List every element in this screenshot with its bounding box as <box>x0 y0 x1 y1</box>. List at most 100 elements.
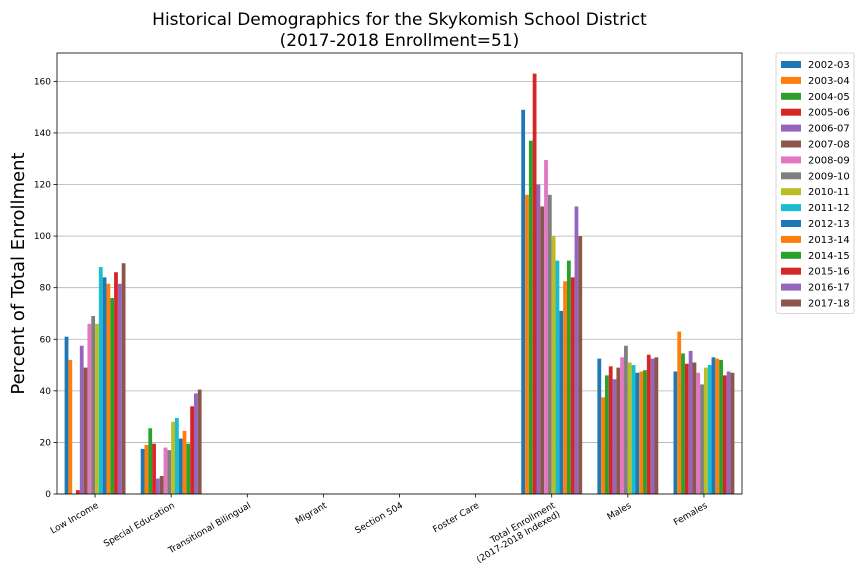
legend-swatch <box>781 220 801 227</box>
bar <box>528 140 533 494</box>
legend-label: 2004-05 <box>808 92 850 103</box>
bar <box>536 184 541 495</box>
bar <box>159 475 164 494</box>
bar <box>605 375 609 494</box>
x-tick-label: Special Education <box>102 501 176 550</box>
y-tick-label: 140 <box>34 129 51 139</box>
bar <box>643 370 647 494</box>
bar <box>684 363 689 494</box>
y-ticks: 0 20 40 60 80 100 120 140 160 <box>34 77 57 500</box>
legend-swatch <box>781 124 801 132</box>
bar <box>178 438 183 494</box>
bar <box>106 283 111 494</box>
legend-label: 2016-17 <box>808 283 850 294</box>
bar <box>83 367 88 494</box>
bar <box>696 372 701 494</box>
bar <box>555 260 560 494</box>
bar <box>578 236 583 494</box>
bar <box>597 358 602 494</box>
x-tick-label-line: Section 504 <box>354 501 406 537</box>
x-tick-label-line: Low Income <box>49 501 101 537</box>
bar <box>719 359 723 494</box>
legend-swatch <box>781 140 801 148</box>
bar <box>639 371 644 494</box>
legend-swatch <box>781 61 801 68</box>
bar <box>624 345 628 494</box>
bar <box>155 478 160 494</box>
bar <box>692 362 697 494</box>
y-tick-label: 100 <box>34 232 51 242</box>
bar <box>182 430 187 494</box>
legend-swatch <box>781 92 801 100</box>
bar <box>521 109 526 494</box>
bar <box>715 358 720 494</box>
bar <box>646 354 651 494</box>
bar <box>144 445 149 494</box>
bar <box>148 428 153 494</box>
x-tick-label: Migrant <box>294 501 329 527</box>
x-tick-label: Females <box>672 501 710 528</box>
bar <box>612 379 617 494</box>
bar <box>152 443 156 494</box>
x-tick-label-line: Migrant <box>294 501 329 527</box>
bar <box>688 350 693 494</box>
legend-swatch <box>781 235 801 243</box>
bar <box>703 367 708 494</box>
bar <box>102 277 107 494</box>
bar <box>574 206 579 494</box>
y-tick-label: 20 <box>40 438 52 448</box>
legend-swatch <box>781 283 801 291</box>
bar <box>87 323 92 494</box>
legend-label: 2002-03 <box>808 60 850 71</box>
legend-swatch <box>781 108 801 116</box>
x-tick-label: Foster Care <box>431 501 481 536</box>
y-tick-label: 120 <box>34 181 51 191</box>
bar <box>631 365 636 494</box>
bar <box>654 357 659 494</box>
x-tick-label-line: Special Education <box>102 501 176 550</box>
bar <box>190 406 194 494</box>
bar <box>566 260 571 494</box>
bar <box>98 267 103 494</box>
legend-label: 2014-15 <box>808 251 850 262</box>
legend-swatch <box>781 204 801 212</box>
x-tick-label: Males <box>606 501 634 523</box>
bar <box>525 194 529 494</box>
y-tick-label: 40 <box>40 387 52 397</box>
bar <box>559 310 564 494</box>
bar <box>79 345 84 494</box>
bar <box>722 375 727 494</box>
bar <box>186 443 191 494</box>
bar <box>544 160 548 495</box>
bar <box>627 362 632 494</box>
x-ticks: Low Income Special EducationTransitional … <box>49 494 710 566</box>
bar <box>601 397 605 494</box>
bar <box>707 365 712 494</box>
legend-label: 2010-11 <box>808 187 850 198</box>
bar <box>64 336 69 494</box>
y-axis-label: Percent of Total Enrollment <box>8 152 29 394</box>
legend-label: 2013-14 <box>808 235 850 246</box>
bars <box>64 73 735 495</box>
x-tick-label: Section 504 <box>354 501 406 537</box>
bar <box>681 353 685 494</box>
bar <box>194 393 198 494</box>
legend-label: 2007-08 <box>808 140 850 151</box>
chart-title-line-2: (2017-2018 Enrollment=51) <box>280 31 520 51</box>
legend-label: 2005-06 <box>808 108 850 119</box>
bar <box>711 357 716 494</box>
bar <box>121 263 126 494</box>
bar <box>140 448 145 494</box>
bar <box>163 447 168 494</box>
bar <box>532 73 537 494</box>
x-tick-label-line: Foster Care <box>431 501 481 536</box>
bar <box>563 281 567 494</box>
bar <box>167 450 172 494</box>
bar <box>197 389 202 494</box>
legend-swatch <box>781 76 801 84</box>
legend-label: 2017-18 <box>808 299 850 310</box>
bar <box>677 331 682 494</box>
y-tick-label: 60 <box>40 335 52 345</box>
chart-title: Historical Demographics for the Skykomis… <box>152 10 647 51</box>
bar <box>726 371 731 494</box>
